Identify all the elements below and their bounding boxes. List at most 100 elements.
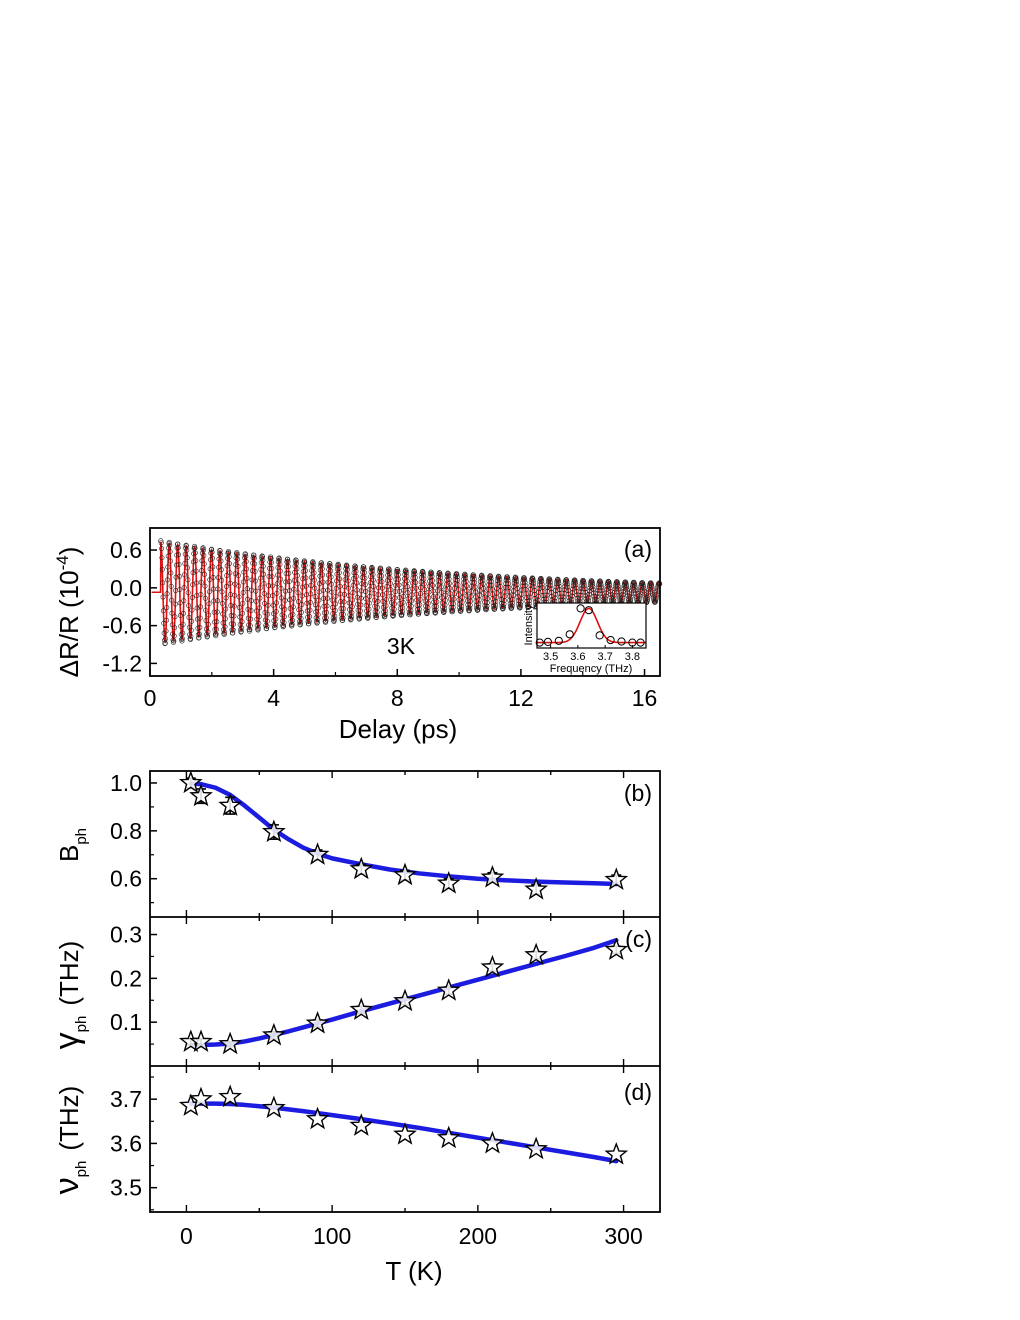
panel-a-data-point [629, 588, 635, 594]
panel-a-data-point [357, 615, 363, 621]
panel-a-data-point [459, 595, 465, 601]
panel-a-data-point [450, 605, 456, 611]
panel-a-data-point [206, 612, 212, 618]
panel-a-data-point [358, 595, 364, 601]
panel-a-data-point [274, 581, 280, 587]
panel-a-data-point [310, 560, 316, 566]
panel-a-data-point [424, 608, 430, 614]
panel-a-data-point [475, 606, 481, 612]
panel-a-data-point [438, 584, 444, 590]
panel-a-data-point [544, 592, 550, 598]
panel-a-ylabel-exponent: -4 [53, 555, 72, 570]
panel-a-data-point [165, 553, 171, 559]
panel-a-data-point [599, 588, 605, 594]
panel-a-data-point [203, 607, 209, 613]
panel-a-data-point [603, 596, 609, 602]
panel-a-data-point [472, 589, 478, 595]
panel-a-data-point [391, 610, 397, 616]
panel-a-data-point [616, 586, 622, 592]
panel-a-data-point [222, 616, 228, 622]
panel-c-data-point [349, 997, 374, 1021]
panel-a-data-point [192, 545, 198, 551]
panel-a-data-point [389, 600, 395, 606]
panel-a-data-point [501, 601, 507, 607]
panel-a-data-point [645, 592, 651, 598]
panel-a-ytick-label: 0.0 [110, 575, 142, 601]
panel-a-data-point [445, 571, 451, 577]
panel-a-data-point [437, 572, 443, 578]
panel-a-data-point [531, 584, 537, 590]
panel-a-data-point [539, 581, 545, 587]
panel-a-data-point [200, 545, 206, 551]
panel-a-data-point [169, 610, 175, 616]
panel-a-data-point [333, 593, 339, 599]
panel-a-data-point [187, 636, 193, 642]
panel-a-data-point [392, 595, 398, 601]
panel-a-data-point [350, 590, 356, 596]
panel-a-data-point [376, 585, 382, 591]
panel-a-data-point [260, 563, 266, 569]
panel-a-data-point [338, 599, 344, 605]
panel-d-data-point [524, 1136, 549, 1160]
panel-a-data-point [196, 631, 202, 637]
panel-a-data-point [344, 563, 350, 569]
panel-d: 3.5 3.6 3.7 0 100 200 300 (d) νph (THz) T (K) [48, 1066, 652, 1286]
panel-a-data-point [263, 622, 269, 628]
panel-a-data-point [223, 595, 229, 601]
panel-a-data-point [370, 577, 376, 583]
panel-d-ylabel-main: ν [48, 1177, 86, 1194]
panel-a-data-point [433, 609, 439, 615]
inset-data-point [565, 630, 574, 639]
panel-a-data-point [373, 614, 379, 620]
panel-a-data-point [232, 592, 238, 598]
panel-a-data-point [363, 596, 369, 602]
panel-b-ylabel-main: B [54, 845, 84, 862]
panel-a-data-point [515, 594, 521, 600]
panel-a-data-point [367, 580, 373, 586]
panel-a-data-point [502, 585, 508, 591]
panel-a-data-point [172, 625, 178, 631]
panel-a-data-point [179, 638, 185, 644]
panel-a-data-point [359, 574, 365, 580]
panel-a-data-point [620, 591, 626, 597]
panel-a-data-point [535, 597, 541, 603]
panel-a-data-point [181, 585, 187, 591]
panel-a-data-point [308, 574, 314, 580]
panel-a-xtick-label: 12 [508, 685, 534, 711]
panel-a-data-point [641, 588, 647, 594]
panel-a-data-point [278, 585, 284, 591]
panel-a-data-point [425, 600, 431, 606]
panel-a-data-point [526, 601, 532, 607]
panel-a-data-point [598, 582, 604, 588]
panel-c-label: (c) [625, 926, 652, 952]
panel-a-data-point [486, 582, 492, 588]
inset-frame [536, 602, 647, 649]
panel-a-data-point [367, 586, 373, 592]
panel-a-data-point [281, 623, 287, 629]
panel-a-data-point [294, 573, 300, 579]
panel-a-data-point [325, 572, 331, 578]
panel-a-data-point [312, 602, 318, 608]
panel-a-data-point [272, 625, 278, 631]
panel-a-data-point [561, 587, 567, 593]
panel-a-data-point [547, 579, 553, 585]
panel-a-data-point [553, 584, 559, 590]
panel-a-data-point [607, 585, 613, 591]
panel-a-data-point [235, 573, 241, 579]
panel-a-data-point [440, 607, 446, 613]
panel-a-data-point [174, 552, 180, 558]
panel-a-data-point [522, 577, 528, 583]
panel-d-xlabel: T (K) [385, 1256, 442, 1286]
panel-a-xlabel: Delay (ps) [339, 714, 457, 744]
panel-a-data-point [240, 590, 246, 596]
panel-a-data-point [302, 562, 308, 568]
panel-c-ylabel-sub: ph [73, 1016, 90, 1033]
panel-a-data-point [404, 573, 410, 579]
panel-a-data-point [569, 596, 575, 602]
panel-a-data-point [514, 578, 520, 584]
panel-a-data-point [459, 603, 465, 609]
panel-a-data-point [583, 596, 589, 602]
panel-a-data-point [443, 592, 449, 598]
panel-a-data-point [205, 622, 211, 628]
panel-a-data-point [447, 585, 453, 591]
